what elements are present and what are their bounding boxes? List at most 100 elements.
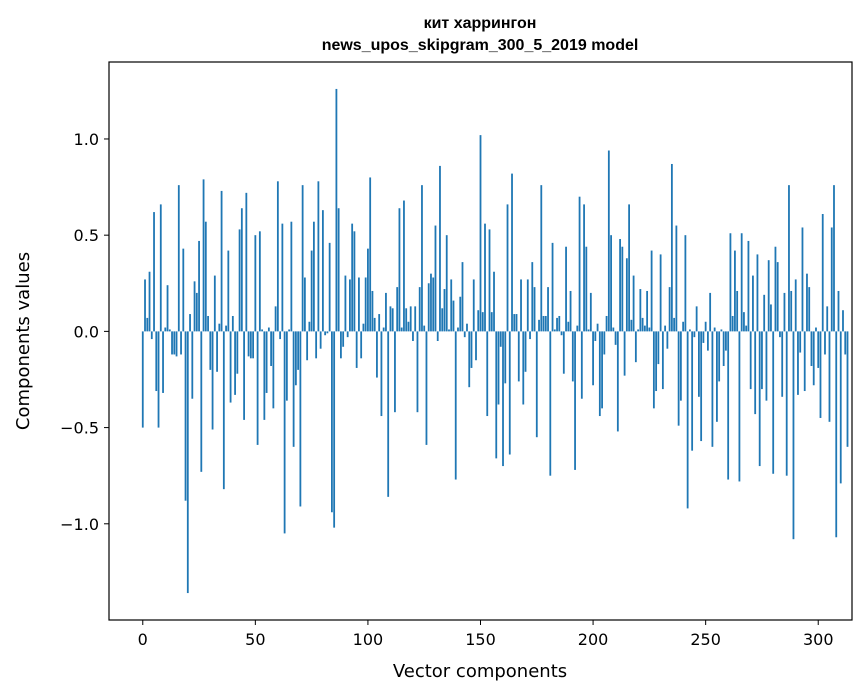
bar-235: [670, 163, 673, 332]
bar-64: [285, 331, 288, 401]
bar-251: [707, 331, 709, 351]
bar-298: [812, 331, 815, 386]
bar-244: [691, 331, 694, 451]
bar-183: [553, 329, 556, 332]
bar-131: [436, 331, 439, 341]
bar-132: [439, 165, 441, 332]
bar-203: [598, 331, 601, 417]
bar-258: [722, 331, 725, 367]
bar-238: [677, 331, 680, 426]
bar-106: [380, 331, 383, 417]
bar-185: [558, 315, 561, 332]
bar-288: [790, 290, 793, 332]
bar-164: [511, 173, 513, 332]
bar-246: [695, 306, 698, 332]
bar-293: [801, 227, 804, 332]
bar-154: [488, 229, 491, 332]
bar-170: [524, 331, 527, 372]
bar-230: [659, 254, 662, 332]
bar-219: [634, 331, 637, 363]
y-axis-ticks: −1.0 −0.5 0.0 0.5 1.0: [60, 130, 109, 534]
bar-79: [319, 331, 322, 349]
bar-260: [727, 331, 730, 480]
bar-208: [610, 235, 612, 332]
bar-76: [312, 221, 315, 332]
bar-286: [785, 331, 788, 476]
bar-8: [159, 204, 162, 332]
bar-117: [405, 308, 408, 332]
bar-62: [281, 223, 284, 332]
bar-228: [655, 331, 658, 392]
bar-28: [204, 221, 207, 332]
bar-series: [141, 88, 849, 594]
bar-139: [454, 331, 457, 480]
bar-82: [326, 331, 329, 334]
bar-21: [189, 314, 191, 332]
bar-265: [738, 331, 741, 482]
bar-274: [758, 331, 761, 467]
bar-83: [328, 242, 331, 332]
bar-224: [646, 290, 649, 332]
bar-39: [229, 331, 232, 403]
bar-245: [693, 331, 696, 338]
bar-107: [382, 327, 385, 332]
bar-130: [434, 225, 437, 332]
bar-281: [774, 246, 777, 332]
bar-135: [445, 235, 448, 332]
bar-301: [819, 331, 822, 418]
bar-282: [776, 262, 779, 332]
bar-171: [526, 279, 529, 332]
bar-44: [240, 208, 243, 332]
bar-90: [344, 275, 347, 332]
bar-162: [506, 204, 509, 332]
bar-129: [432, 277, 435, 332]
bar-144: [466, 323, 468, 332]
bar-19: [184, 331, 187, 501]
bar-70: [299, 331, 302, 507]
y-tick-label-3: 0.5: [74, 226, 99, 245]
bar-218: [632, 275, 635, 332]
bar-124: [421, 185, 423, 332]
bar-232: [664, 325, 667, 332]
bar-175: [535, 331, 538, 438]
bar-197: [585, 246, 588, 332]
bar-297: [810, 331, 813, 367]
bar-7: [157, 331, 160, 428]
bar-46: [245, 192, 248, 332]
bar-276: [763, 294, 766, 332]
bar-198: [587, 329, 590, 332]
bar-296: [808, 287, 811, 332]
bar-85: [333, 331, 336, 528]
bar-43: [238, 229, 241, 332]
bar-165: [513, 314, 516, 332]
bar-202: [596, 323, 599, 332]
bar-233: [666, 331, 669, 349]
bar-149: [477, 310, 480, 332]
bar-115: [400, 327, 403, 332]
bar-194: [578, 196, 581, 332]
bar-49: [252, 331, 254, 359]
bar-200: [592, 331, 594, 386]
bar-305: [828, 331, 831, 422]
bar-4: [150, 331, 153, 340]
bar-206: [605, 315, 608, 332]
bar-17: [180, 331, 182, 355]
x-tick-label-150: 150: [465, 630, 496, 649]
y-tick-label-1: −0.5: [60, 419, 99, 438]
bar-54: [263, 331, 266, 420]
plot-frame: [108, 61, 853, 621]
bar-292: [799, 331, 802, 353]
bar-207: [607, 150, 610, 332]
bar-226: [650, 250, 653, 332]
bar-55: [265, 331, 268, 393]
bar-275: [761, 331, 763, 390]
bar-91: [346, 331, 349, 338]
bar-188: [565, 246, 567, 332]
bar-309: [837, 290, 840, 332]
bar-283: [779, 331, 781, 338]
bar-240: [682, 321, 685, 332]
bar-103: [373, 317, 376, 332]
bar-69: [297, 331, 300, 370]
bar-11: [166, 285, 169, 332]
bar-205: [603, 331, 606, 355]
